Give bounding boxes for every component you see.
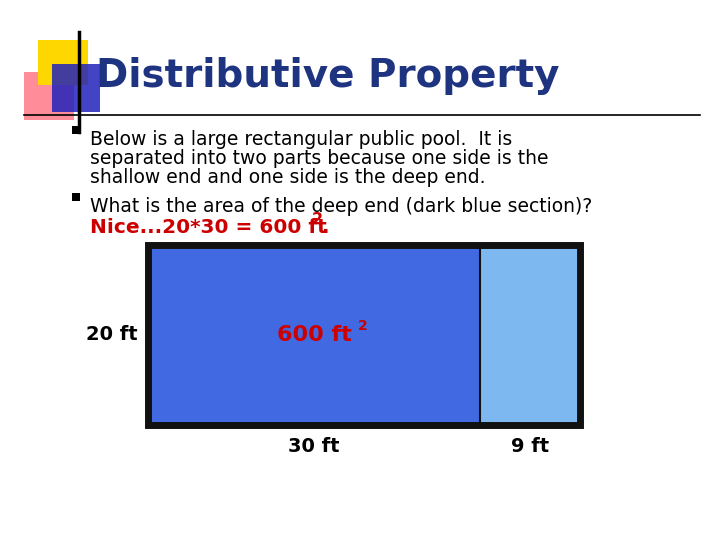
Bar <box>480 245 580 425</box>
Text: Below is a large rectangular public pool.  It is: Below is a large rectangular public pool… <box>90 130 512 149</box>
Text: 9 ft: 9 ft <box>511 437 549 456</box>
Text: shallow end and one side is the deep end.: shallow end and one side is the deep end… <box>90 168 485 187</box>
Text: Nice...20*30 = 600 ft: Nice...20*30 = 600 ft <box>90 218 327 237</box>
Bar <box>52 64 100 112</box>
Bar <box>72 193 80 201</box>
Bar <box>148 245 580 425</box>
Text: 30 ft: 30 ft <box>289 437 340 456</box>
Text: .: . <box>322 218 330 237</box>
Bar <box>24 72 74 120</box>
Text: separated into two parts because one side is the: separated into two parts because one sid… <box>90 149 549 168</box>
Text: 2: 2 <box>358 319 368 333</box>
Bar <box>38 40 88 85</box>
Bar <box>148 245 480 425</box>
Bar <box>72 126 80 134</box>
Text: 600 ft: 600 ft <box>276 325 351 345</box>
Text: 2: 2 <box>312 212 323 227</box>
Text: What is the area of the deep end (dark blue section)?: What is the area of the deep end (dark b… <box>90 197 593 216</box>
Text: Distributive Property: Distributive Property <box>96 57 559 95</box>
Text: 20 ft: 20 ft <box>86 326 138 345</box>
